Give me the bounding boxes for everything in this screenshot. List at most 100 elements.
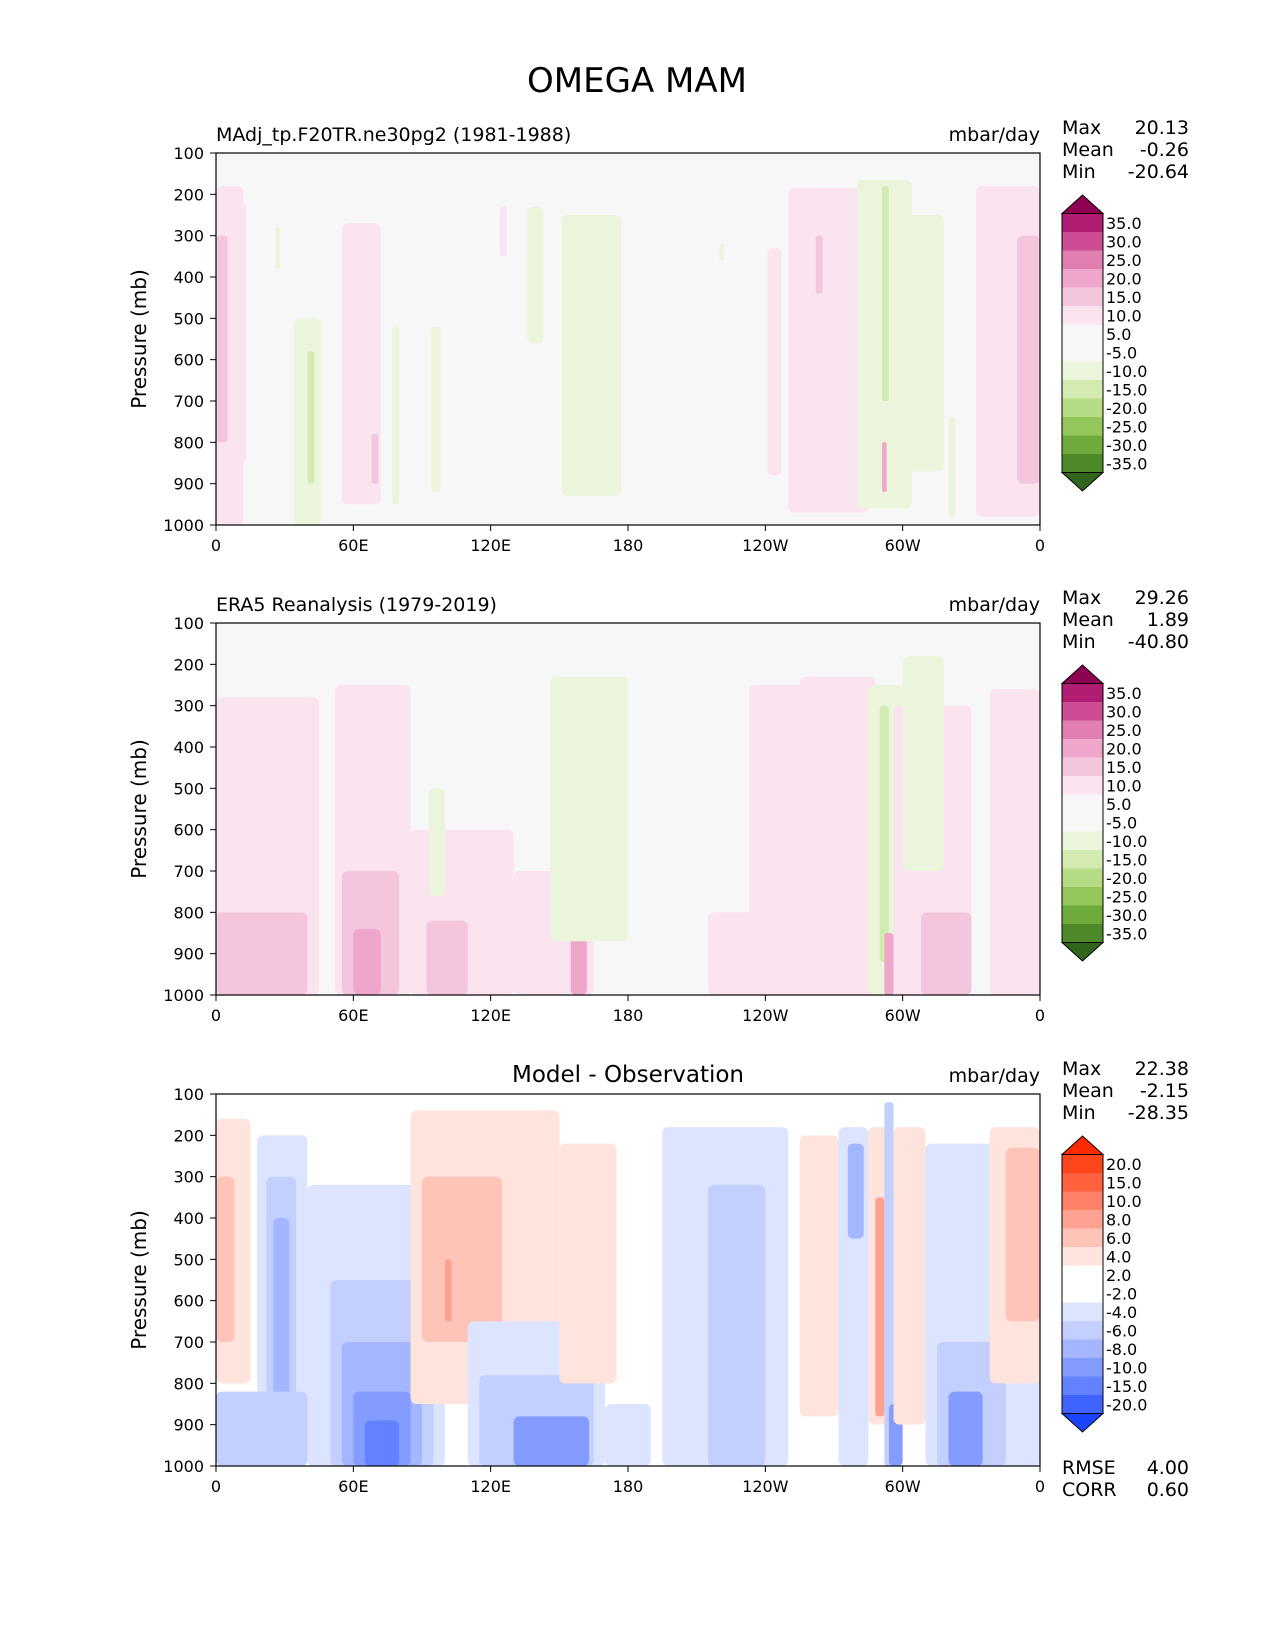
contour-region — [920, 912, 972, 995]
colorbar-tick-label: -35.0 — [1106, 454, 1147, 473]
stat-label: Mean — [1062, 1080, 1114, 1102]
colorbar-frame — [1061, 213, 1104, 473]
contour-region — [307, 351, 315, 484]
chart-panel-2: 100 200 300 400 500 600 700 800 900 1000 0 60E 120E 1… — [127, 587, 1189, 1025]
x-tick-label: 60W — [885, 1477, 921, 1496]
colorbar-tick-label: -8.0 — [1106, 1340, 1137, 1359]
x-tick-label: 0 — [1035, 536, 1045, 555]
colorbar-band — [1062, 1284, 1103, 1303]
colorbar-band — [1062, 1173, 1103, 1192]
stat-value: 20.13 — [1135, 117, 1189, 139]
panel-title: Model - Observation — [512, 1062, 744, 1088]
x-tick-label: 60W — [885, 536, 921, 555]
chart-panel-3: 100 200 300 400 500 600 700 800 900 1000 0 60E 120E 1… — [127, 1058, 1189, 1501]
x-tick-label: 0 — [211, 1006, 221, 1025]
y-tick-label: 500 — [173, 309, 204, 328]
colorbar-tick-label: -20.0 — [1106, 869, 1147, 888]
contour-region — [749, 685, 812, 995]
contour-region — [882, 186, 889, 401]
colorbar-band — [1062, 794, 1103, 814]
y-tick-label: 700 — [173, 392, 204, 411]
contour-fills — [216, 179, 1040, 525]
y-tick-label: 400 — [173, 738, 204, 757]
colorbar-band — [1062, 1228, 1103, 1248]
x-tick-label: 0 — [211, 1477, 221, 1496]
colorbar-tick-label: 5.0 — [1106, 325, 1131, 344]
colorbar-band — [1062, 868, 1103, 888]
contour-region — [216, 912, 308, 995]
contour-region — [561, 215, 622, 497]
y-tick-label: 600 — [173, 351, 204, 370]
colorbar-band — [1062, 324, 1103, 344]
contour-region — [499, 206, 507, 257]
colorbar-band — [1062, 1154, 1103, 1174]
colorbar: 20.015.010.08.06.04.02.0-2.0-4.0-6.0-8.0… — [1060, 1135, 1147, 1433]
colorbar-tick-label: 20.0 — [1106, 1155, 1142, 1174]
y-tick-label: 500 — [173, 779, 204, 798]
colorbar-tick-label: 25.0 — [1106, 721, 1142, 740]
y-tick-label: 700 — [173, 1333, 204, 1352]
colorbar: 35.030.025.020.015.010.05.0-5.0-10.0-15.… — [1060, 194, 1147, 492]
y-tick-label: 900 — [173, 1416, 204, 1435]
colorbar-tick-label: 20.0 — [1106, 269, 1142, 288]
colorbar-tick-label: 30.0 — [1106, 702, 1142, 721]
contour-region — [527, 206, 544, 344]
contour-region — [392, 326, 400, 505]
rmse-label: RMSE — [1062, 1457, 1116, 1479]
colorbar-tick-label: -10.0 — [1106, 1358, 1147, 1377]
colorbar-band — [1062, 398, 1103, 418]
colorbar-tick-label: -10.0 — [1106, 832, 1147, 851]
colorbar-tick-label: 15.0 — [1106, 288, 1142, 307]
colorbar-band — [1062, 287, 1103, 307]
y-tick-label: 200 — [173, 655, 204, 674]
colorbar-tick-label: 10.0 — [1106, 306, 1142, 325]
contour-region — [847, 1143, 864, 1239]
colorbar: 35.030.025.020.015.010.05.0-5.0-10.0-15.… — [1060, 664, 1147, 962]
x-tick-label: 120W — [742, 1477, 789, 1496]
colorbar-extend-top — [1060, 664, 1105, 684]
y-tick-label: 200 — [173, 1126, 204, 1145]
x-tick-label: 180 — [613, 536, 644, 555]
stat-label: Max — [1062, 117, 1101, 139]
y-tick-label: 100 — [173, 614, 204, 633]
y-axis-label: Pressure (mb) — [127, 739, 151, 879]
contour-region — [234, 202, 246, 463]
y-tick-label: 800 — [173, 903, 204, 922]
contour-region — [216, 1176, 235, 1342]
colorbar-extend-bottom — [1060, 1413, 1105, 1433]
y-tick-label: 600 — [173, 1292, 204, 1311]
y-tick-label: 1000 — [163, 516, 204, 535]
contour-region — [216, 235, 228, 443]
units-label: mbar/day — [949, 594, 1040, 616]
stat-value: -2.15 — [1140, 1080, 1189, 1102]
x-tick-label: 0 — [1035, 1477, 1045, 1496]
y-tick-label: 900 — [173, 945, 204, 964]
y-tick-label: 1000 — [163, 1457, 204, 1476]
contour-region — [275, 227, 281, 269]
colorbar-band — [1062, 702, 1103, 721]
colorbar-tick-label: 15.0 — [1106, 1173, 1142, 1192]
y-tick-label: 300 — [173, 1168, 204, 1187]
colorbar-band — [1062, 924, 1103, 943]
contour-region — [426, 920, 468, 995]
colorbar-tick-label: -4.0 — [1106, 1303, 1137, 1322]
colorbar-band — [1062, 776, 1103, 795]
colorbar-band — [1062, 831, 1103, 851]
colorbar-band — [1062, 683, 1103, 703]
contour-region — [341, 223, 381, 505]
y-tick-label: 800 — [173, 433, 204, 452]
colorbar-band — [1062, 343, 1103, 362]
colorbar-tick-label: 8.0 — [1106, 1210, 1131, 1229]
colorbar-tick-label: 35.0 — [1106, 214, 1142, 233]
colorbar-band — [1062, 720, 1103, 740]
stat-label: Max — [1062, 1058, 1101, 1080]
contour-region — [799, 676, 876, 995]
stat-label: Min — [1062, 161, 1096, 183]
contour-region — [893, 1127, 926, 1425]
colorbar-band — [1062, 1302, 1103, 1322]
units-label: mbar/day — [949, 124, 1040, 146]
contour-region — [875, 1197, 885, 1417]
contour-fills — [216, 656, 1040, 995]
colorbar-tick-label: -25.0 — [1106, 417, 1147, 436]
contour-region — [216, 1391, 308, 1466]
